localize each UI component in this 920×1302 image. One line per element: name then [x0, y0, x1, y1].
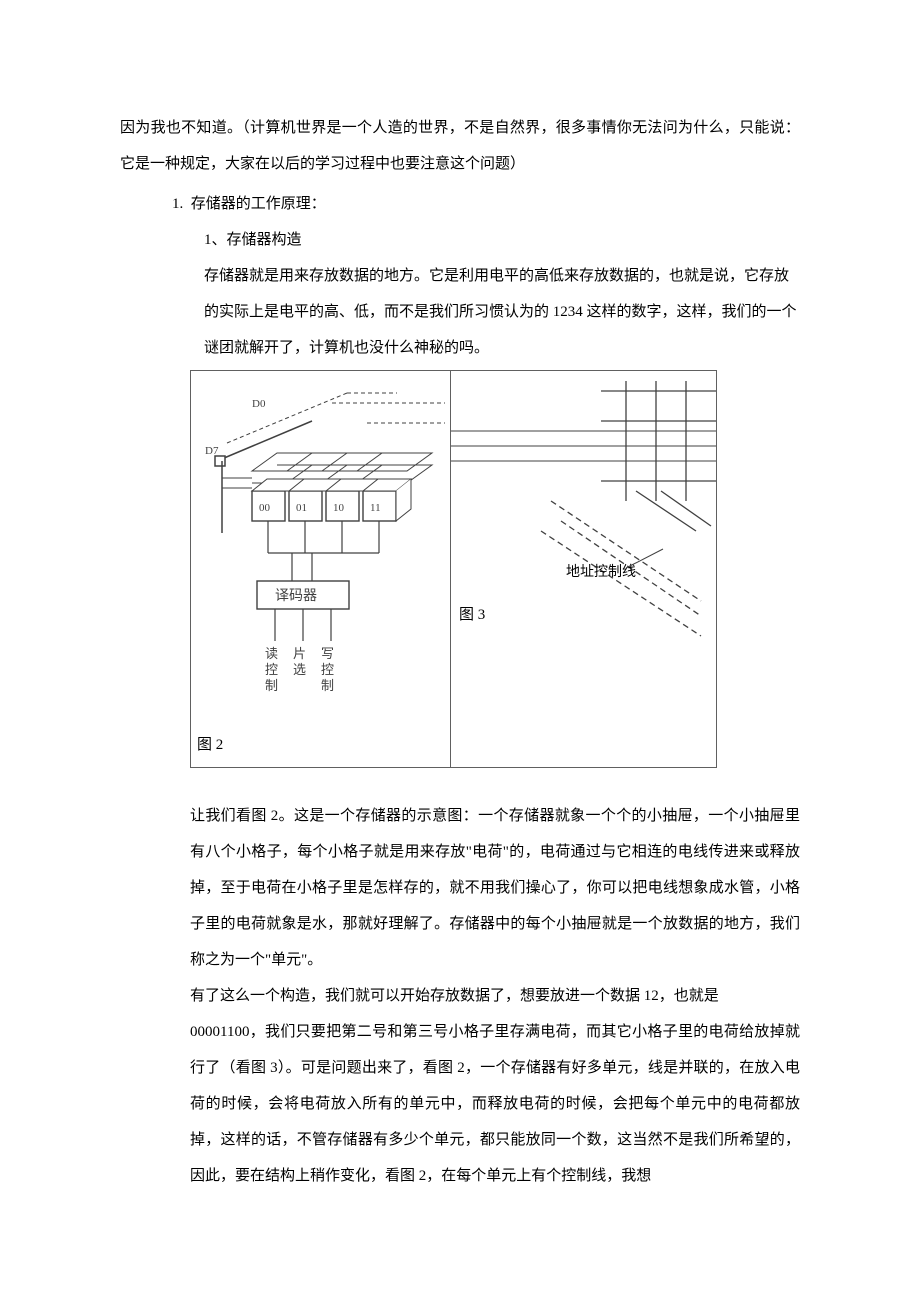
fig3-label: 地址控制线 — [566, 564, 636, 580]
svg-text:控: 控 — [265, 662, 278, 677]
svg-text:读: 读 — [265, 646, 278, 661]
memory-intro-paragraph: 存储器就是用来存放数据的地方。它是利用电平的高低来存放数据的，也就是说，它存放的… — [204, 258, 800, 366]
figure3-caption: 图 3 — [459, 606, 485, 623]
svg-text:片: 片 — [293, 646, 306, 661]
figure-container: D0 D7 — [190, 370, 717, 768]
svg-text:00: 00 — [259, 502, 271, 514]
para-store12-b: 00001100，我们只要把第二号和第三号小格子里存满电荷，而其它小格子里的电荷… — [190, 1014, 800, 1194]
svg-text:制: 制 — [321, 678, 334, 693]
fig2-decoder-label: 译码器 — [275, 588, 317, 604]
svg-text:11: 11 — [370, 502, 381, 514]
para-store12-a: 有了这么一个构造，我们就可以开始存放数据了，想要放进一个数据 12，也就是 — [190, 978, 800, 1014]
figure-3: 地址控制线 图 3 — [451, 371, 716, 767]
fig2-label-d0: D0 — [252, 398, 266, 410]
svg-text:01: 01 — [296, 502, 307, 514]
sub1-number: 1、 — [204, 232, 227, 248]
svg-text:控: 控 — [321, 662, 334, 677]
intro-paragraph: 因为我也不知道。（计算机世界是一个人造的世界，不是自然界，很多事情你无法问为什么… — [120, 110, 800, 182]
svg-text:选: 选 — [293, 662, 306, 677]
svg-text:10: 10 — [333, 502, 345, 514]
sub1-title: 存储器构造 — [227, 232, 302, 248]
section-title: 存储器的工作原理： — [191, 196, 326, 212]
svg-text:写: 写 — [321, 646, 334, 661]
section-number: 1. — [172, 196, 183, 212]
svg-text:制: 制 — [265, 678, 278, 693]
figure-2: D0 D7 — [191, 371, 451, 767]
figure2-caption: 图 2 — [197, 727, 444, 763]
para-look-fig2: 让我们看图 2。这是一个存储器的示意图：一个存储器就象一个个的小抽屉，一个小抽屉… — [190, 798, 800, 978]
fig2-label-d7: D7 — [205, 445, 219, 457]
